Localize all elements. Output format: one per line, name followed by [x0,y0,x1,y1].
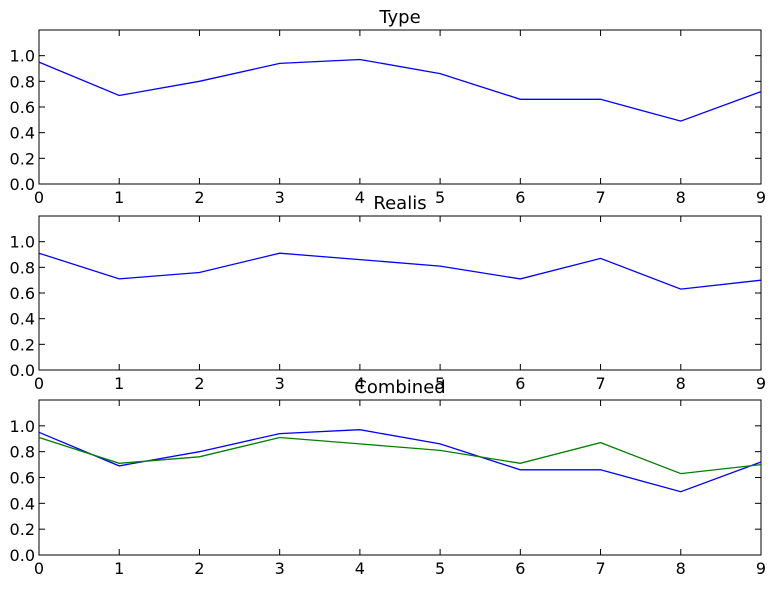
y-tick-label: 1.0 [10,47,35,66]
x-tick-label: 8 [676,188,686,207]
y-tick-label: 0.0 [10,546,35,565]
y-tick-label: 0.2 [10,149,35,168]
y-tick-label: 1.0 [10,233,35,252]
y-tick-label: 1.0 [10,417,35,436]
y-tick-label: 0.4 [10,310,35,329]
x-tick-label: 1 [114,188,124,207]
x-tick-label: 1 [114,374,124,393]
x-tick-label: 9 [756,374,766,393]
y-tick-label: 0.8 [10,443,35,462]
y-tick-label: 0.0 [10,175,35,194]
y-tick-label: 0.2 [10,335,35,354]
series-line-1 [38,252,762,290]
x-tick-label: 5 [435,188,445,207]
x-tick-label: 9 [756,559,766,578]
y-tick-label: 0.6 [10,98,35,117]
x-tick-label: 4 [355,374,365,393]
x-tick-label: 6 [515,188,525,207]
x-tick-label: 7 [595,559,605,578]
x-tick-label: 3 [275,188,285,207]
series-line-1 [38,429,762,493]
x-tick-label: 6 [515,559,525,578]
x-tick-label: 3 [275,374,285,393]
subplot-title: Combined [354,377,445,398]
y-tick-label: 0.6 [10,469,35,488]
x-tick-label: 6 [515,374,525,393]
subplot-1: 0 1 2 3 4 5 6 7 8 9 0.0 0.2 0.4 0.6 0.8 1.0 Type [10,7,767,207]
subplot-3: 0 1 2 3 4 5 6 7 8 9 0.0 0.2 0.4 0.6 0.8 1.0 Combined [10,377,767,578]
x-tick-label: 5 [435,559,445,578]
y-tick-label: 0.2 [10,520,35,539]
x-tick-label: 8 [676,559,686,578]
x-tick-label: 7 [595,374,605,393]
x-tick-label: 4 [355,559,365,578]
y-tick-label: 0.4 [10,494,35,513]
x-tick-label: 4 [355,188,365,207]
series-line-2 [38,436,762,475]
plot-frame [38,215,762,371]
y-tick-label: 0.8 [10,258,35,277]
x-tick-label: 8 [676,374,686,393]
x-tick-label: 7 [595,188,605,207]
x-tick-label: 2 [194,374,204,393]
plot-frame [38,29,762,185]
series-line-1 [38,58,762,122]
subplot-title: Type [378,7,420,28]
plot-frame [38,399,762,556]
x-tick-label: 2 [194,188,204,207]
x-tick-label: 9 [756,188,766,207]
y-tick-label: 0.8 [10,72,35,91]
y-tick-label: 0.4 [10,124,35,143]
x-tick-label: 1 [114,559,124,578]
x-tick-label: 2 [194,559,204,578]
x-tick-label: 5 [435,374,445,393]
y-tick-label: 0.6 [10,284,35,303]
subplot-title: Realis [373,193,426,214]
x-tick-label: 0 [34,188,44,207]
y-tick-label: 0.0 [10,361,35,380]
subplot-2: 0 1 2 3 4 5 6 7 8 9 0.0 0.2 0.4 0.6 0.8 1.0 Realis [10,193,767,393]
x-tick-label: 0 [34,559,44,578]
x-tick-label: 0 [34,374,44,393]
x-tick-label: 3 [275,559,285,578]
